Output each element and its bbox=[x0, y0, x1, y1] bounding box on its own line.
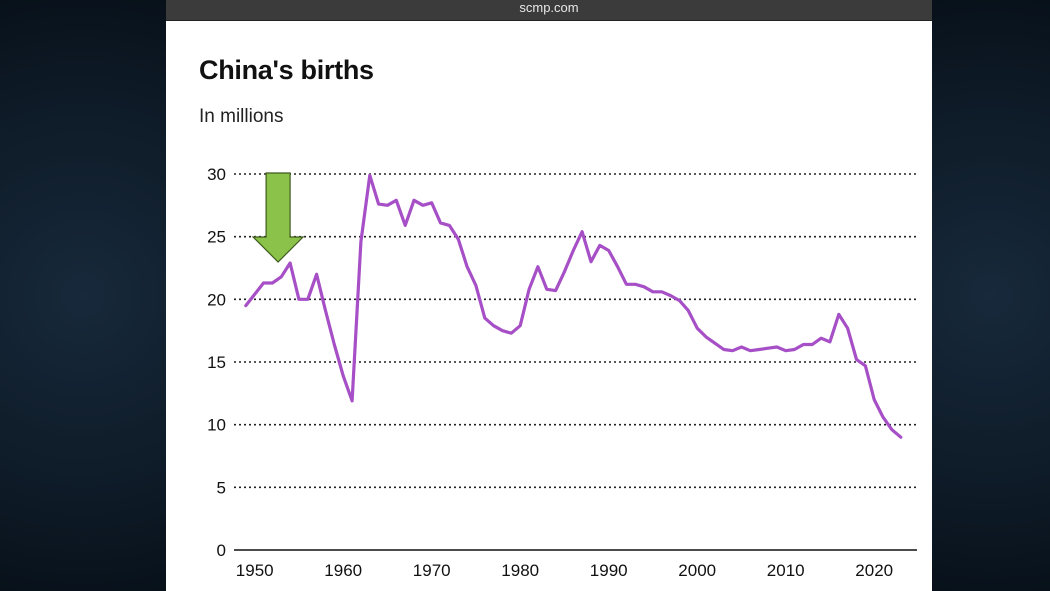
line-chart: 0 5 10 15 20 25 30 1950 1960 1970 1980 1990 2000 201… bbox=[207, 165, 917, 580]
y-tick-label: 25 bbox=[207, 228, 226, 247]
x-tick-label: 2000 bbox=[678, 561, 716, 580]
x-tick-label: 2020 bbox=[855, 561, 893, 580]
down-arrow-icon bbox=[251, 172, 305, 263]
x-axis-labels: 1950 1960 1970 1980 1990 2000 2010 2020 bbox=[236, 561, 893, 580]
x-tick-label: 1950 bbox=[236, 561, 274, 580]
y-tick-label: 20 bbox=[207, 290, 226, 309]
background-right bbox=[932, 0, 1050, 591]
x-tick-label: 1960 bbox=[324, 561, 362, 580]
y-tick-label: 15 bbox=[207, 353, 226, 372]
births-line bbox=[244, 173, 903, 439]
chart-subtitle: In millions bbox=[199, 106, 284, 127]
y-tick-label: 30 bbox=[207, 165, 226, 184]
y-tick-label: 5 bbox=[217, 478, 226, 497]
chart-title: China's births bbox=[199, 55, 374, 85]
y-tick-label: 0 bbox=[217, 541, 226, 560]
url-text: scmp.com bbox=[519, 0, 579, 15]
browser-url-bar[interactable]: scmp.com bbox=[166, 0, 932, 21]
annotation-layer bbox=[251, 172, 305, 263]
x-tick-label: 1970 bbox=[413, 561, 451, 580]
grid-layer bbox=[234, 173, 917, 551]
screenshot-panel: scmp.com China's births In millions 0 5 10… bbox=[166, 0, 932, 591]
x-tick-label: 2010 bbox=[767, 561, 805, 580]
background-left bbox=[0, 0, 166, 591]
x-tick-label: 1980 bbox=[501, 561, 539, 580]
y-tick-label: 10 bbox=[207, 416, 226, 435]
x-tick-label: 1990 bbox=[590, 561, 628, 580]
y-axis-labels: 0 5 10 15 20 25 30 bbox=[207, 165, 226, 560]
series-layer bbox=[244, 173, 903, 439]
